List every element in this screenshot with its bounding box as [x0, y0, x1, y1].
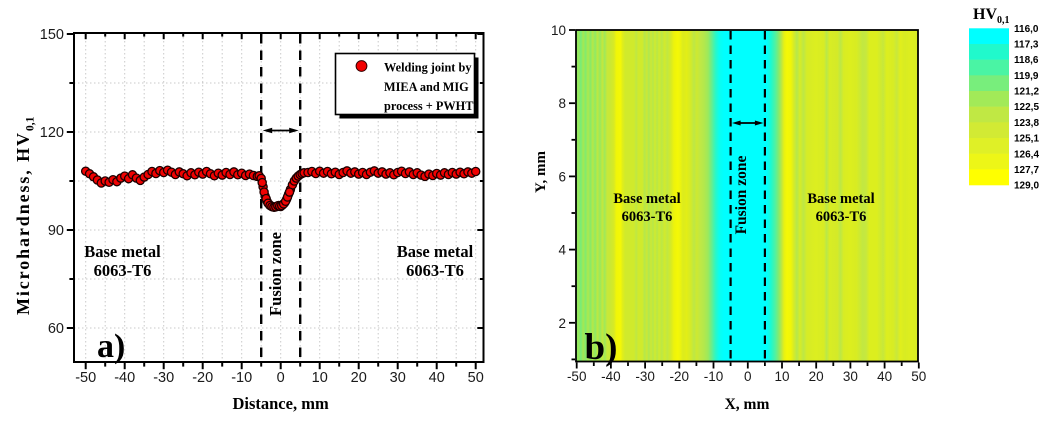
svg-text:2: 2 — [558, 316, 566, 331]
svg-text:10: 10 — [551, 23, 566, 38]
svg-text:40: 40 — [429, 370, 445, 386]
svg-text:50: 50 — [468, 370, 484, 386]
svg-text:-40: -40 — [601, 369, 621, 384]
svg-text:Base metal: Base metal — [613, 191, 680, 207]
svg-text:-20: -20 — [192, 370, 213, 386]
svg-text:30: 30 — [843, 369, 858, 384]
svg-text:Welding joint by: Welding joint by — [384, 61, 472, 75]
svg-text:10: 10 — [774, 369, 789, 384]
svg-text:118,6: 118,6 — [1014, 55, 1039, 66]
svg-text:0,1: 0,1 — [25, 116, 37, 131]
svg-text:process + PWHT: process + PWHT — [384, 99, 474, 113]
svg-text:Base metal: Base metal — [397, 242, 474, 261]
svg-text:6063-T6: 6063-T6 — [406, 261, 464, 280]
svg-text:-30: -30 — [153, 370, 174, 386]
svg-text:Distance, mm: Distance, mm — [232, 394, 328, 413]
svg-text:6063-T6: 6063-T6 — [622, 209, 673, 225]
svg-text:60: 60 — [48, 321, 64, 337]
svg-text:119,9: 119,9 — [1014, 71, 1039, 82]
svg-text:129,0: 129,0 — [1014, 181, 1039, 192]
svg-text:-10: -10 — [231, 370, 252, 386]
svg-text:40: 40 — [877, 369, 892, 384]
svg-text:20: 20 — [809, 369, 824, 384]
svg-text:127,7: 127,7 — [1014, 165, 1039, 176]
svg-text:10: 10 — [312, 370, 328, 386]
svg-text:-20: -20 — [670, 369, 690, 384]
svg-text:125,1: 125,1 — [1014, 134, 1039, 145]
svg-text:30: 30 — [390, 370, 406, 386]
svg-text:Microhardness, HV: Microhardness, HV — [13, 133, 33, 315]
svg-text:90: 90 — [48, 223, 64, 239]
svg-text:Base metal: Base metal — [807, 191, 874, 207]
svg-text:6: 6 — [558, 169, 566, 184]
svg-text:X, mm: X, mm — [725, 396, 770, 413]
svg-text:-50: -50 — [75, 370, 96, 386]
svg-text:0: 0 — [744, 369, 752, 384]
svg-text:Y, mm: Y, mm — [533, 151, 549, 193]
svg-text:126,4: 126,4 — [1014, 149, 1039, 160]
svg-text:-30: -30 — [635, 369, 655, 384]
svg-text:120: 120 — [40, 125, 64, 141]
svg-text:50: 50 — [911, 369, 926, 384]
svg-text:Fusion zone: Fusion zone — [733, 155, 750, 234]
svg-text:117,3: 117,3 — [1014, 40, 1039, 51]
svg-text:20: 20 — [351, 370, 367, 386]
svg-text:4: 4 — [558, 243, 566, 258]
svg-text:121,2: 121,2 — [1014, 87, 1039, 98]
svg-text:150: 150 — [40, 27, 64, 43]
svg-text:a): a) — [97, 328, 125, 365]
svg-text:MIEA and MIG: MIEA and MIG — [384, 80, 469, 94]
svg-text:-50: -50 — [567, 369, 587, 384]
svg-text:Base metal: Base metal — [84, 242, 161, 261]
svg-text:0: 0 — [277, 370, 285, 386]
svg-text:116,0: 116,0 — [1014, 24, 1039, 35]
svg-text:Fusion zone: Fusion zone — [266, 232, 285, 316]
svg-text:-10: -10 — [704, 369, 724, 384]
svg-text:-40: -40 — [114, 370, 135, 386]
svg-text:b): b) — [585, 327, 618, 368]
svg-text:6063-T6: 6063-T6 — [94, 261, 152, 280]
svg-text:122,5: 122,5 — [1014, 102, 1039, 113]
svg-text:123,8: 123,8 — [1014, 118, 1039, 129]
svg-text:8: 8 — [558, 96, 566, 111]
svg-text:6063-T6: 6063-T6 — [816, 209, 867, 225]
